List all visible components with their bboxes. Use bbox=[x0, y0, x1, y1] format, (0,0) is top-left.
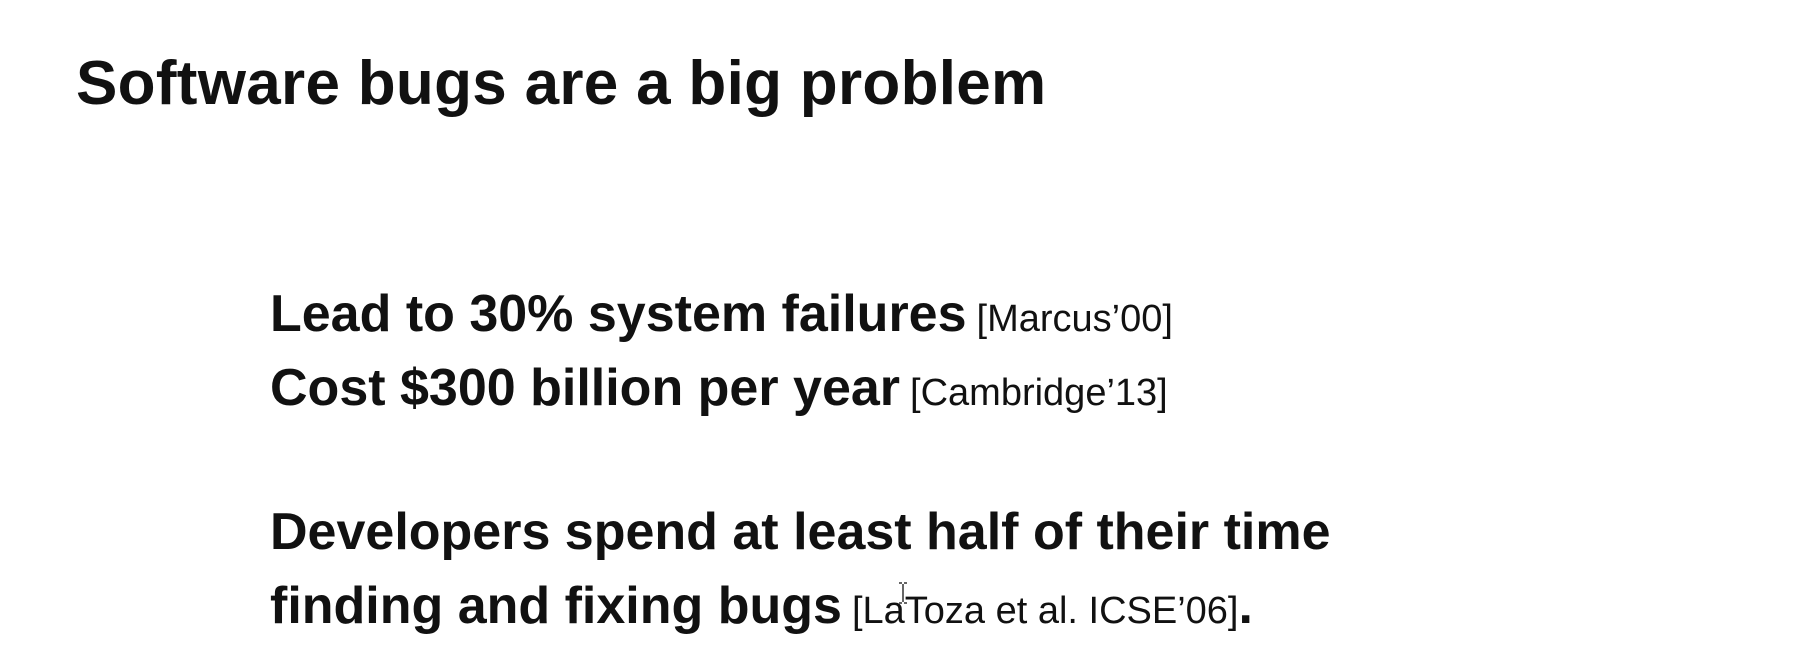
slide-body: Lead to 30% system failures [Marcus’00] C… bbox=[270, 277, 1331, 643]
citation: [Marcus’00] bbox=[976, 298, 1173, 340]
spacer bbox=[270, 425, 1331, 495]
developer-time-line-1: Developers spend at least half of their … bbox=[270, 503, 1331, 561]
slide-title: Software bugs are a big problem bbox=[76, 49, 1047, 118]
trailing-period: . bbox=[1238, 577, 1253, 635]
bullet-text: Cost $300 billion per year bbox=[270, 359, 901, 417]
citation: [LaToza et al. ICSE’06] bbox=[851, 590, 1239, 632]
text-cursor-icon bbox=[898, 582, 908, 604]
bullet-text: finding and fixing bugs bbox=[270, 577, 842, 635]
developer-time-line-2: finding and fixing bugs [LaToza et al. IC… bbox=[270, 569, 1331, 643]
bullet-system-failures: Lead to 30% system failures [Marcus’00] bbox=[270, 277, 1331, 351]
bullet-text: Lead to 30% system failures bbox=[270, 285, 967, 343]
citation: [Cambridge’13] bbox=[910, 372, 1168, 414]
bullet-cost: Cost $300 billion per year [Cambridge’13] bbox=[270, 351, 1331, 425]
